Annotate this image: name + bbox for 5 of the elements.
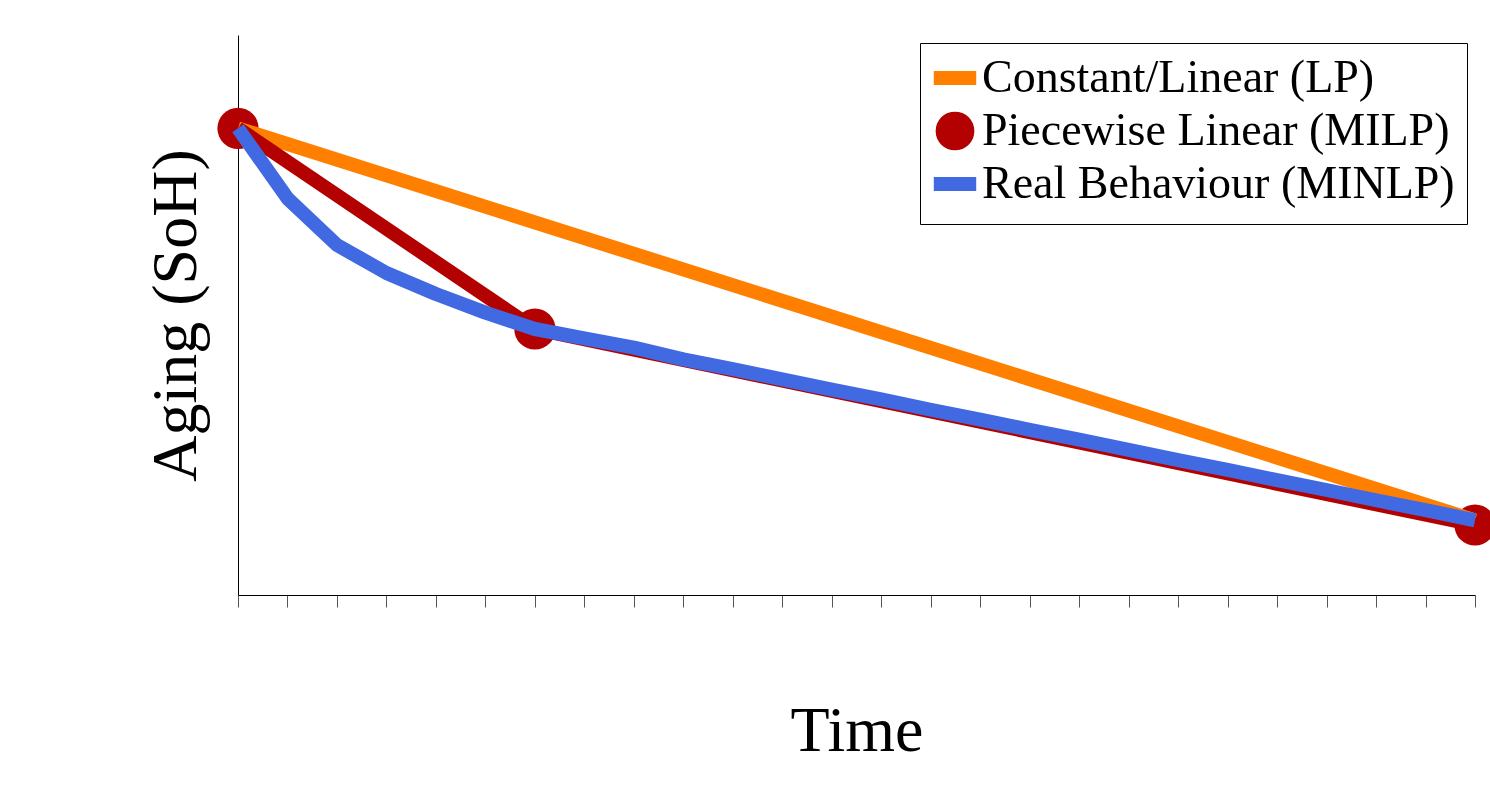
- legend-label: Real Behaviour (MINLP): [982, 157, 1455, 208]
- legend-label: Piecewise Linear (MILP): [982, 104, 1450, 155]
- legend-label: Constant/Linear (LP): [982, 51, 1375, 102]
- y-axis-title: Aging (SoH): [138, 149, 210, 482]
- x-axis-title: Time: [790, 693, 924, 765]
